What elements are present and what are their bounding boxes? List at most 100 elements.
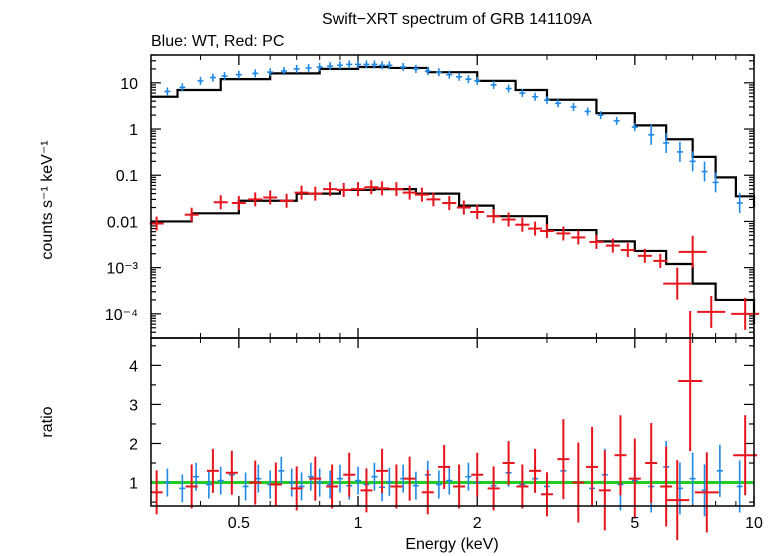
pc-ratio-point — [376, 448, 389, 493]
pc-data-point — [456, 200, 471, 215]
pc-data-point — [663, 267, 692, 300]
pc-data-point — [470, 205, 485, 220]
bottom-y-tick-label: 1 — [129, 476, 138, 493]
wt-data-point — [235, 70, 242, 79]
top-y-tick-label: 1 — [129, 122, 138, 139]
wt-data-point — [179, 83, 186, 92]
pc-data-point — [149, 216, 164, 231]
wt-data-point — [424, 67, 431, 76]
pc-ratio-point — [343, 452, 356, 497]
pc-data-point — [308, 186, 323, 201]
wt-data-point — [701, 161, 708, 182]
pc-ratio-point — [572, 442, 585, 523]
wt-data-point — [570, 102, 577, 111]
wt-data-point — [164, 87, 171, 96]
pc-ratio-point — [733, 415, 758, 496]
top-panel-frame — [150, 54, 755, 339]
pc-data-point — [653, 253, 668, 268]
wt-data-point — [252, 69, 259, 78]
pc-data-point — [620, 243, 635, 258]
pc-data-point — [279, 193, 294, 208]
wt-ratio-point — [217, 466, 224, 495]
top-spectrum-panel — [149, 54, 760, 339]
wt-data-point — [736, 193, 743, 214]
pc-data-point — [389, 182, 404, 197]
wt-ratio-point — [465, 462, 472, 491]
pc-ratio-point — [326, 464, 339, 509]
chart-subtitle: Blue: WT, Red: PC — [151, 33, 284, 50]
wt-data-point — [327, 62, 334, 71]
pc-data-point — [213, 195, 228, 210]
pc-ratio-point — [225, 450, 238, 495]
wt-data-point — [209, 73, 216, 82]
wt-ratio-point — [355, 466, 362, 495]
wt-data-point — [613, 116, 620, 125]
wt-data-point — [400, 62, 407, 71]
wt-data-point — [597, 111, 604, 120]
wt-data-point — [490, 80, 497, 89]
wt-data-point — [363, 60, 370, 69]
wt-data-point — [379, 61, 386, 70]
wt-ratio-point — [716, 444, 723, 497]
top-y-tick-label: 10⁻⁴ — [105, 307, 138, 324]
pc-data-point — [528, 221, 543, 236]
top-y-tick-label: 0.01 — [107, 214, 138, 231]
wt-ratio-point — [316, 468, 323, 497]
top-y-axis-label: counts s⁻¹ keV⁻¹ — [39, 140, 56, 259]
pc-model-line — [151, 188, 756, 325]
x-tick-label: 5 — [630, 515, 639, 532]
pc-data-point — [426, 192, 441, 207]
x-tick-label: 1 — [354, 515, 363, 532]
pc-data-point — [294, 185, 309, 200]
x-tick-label: 10 — [745, 515, 763, 532]
x-tick-label: 2 — [473, 515, 482, 532]
bottom-y-tick-label: 3 — [129, 397, 138, 414]
pc-data-point — [539, 224, 554, 239]
pc-data-point — [414, 187, 429, 202]
pc-ratio-point — [309, 456, 322, 501]
pc-ratio-point — [438, 444, 451, 489]
wt-ratio-point — [298, 472, 305, 501]
wt-data-point — [519, 89, 526, 98]
wt-ratio-point — [386, 467, 393, 496]
wt-data-point — [631, 123, 638, 132]
wt-ratio-point — [435, 470, 442, 499]
pc-ratio-point — [502, 441, 515, 486]
pc-data-point — [263, 190, 278, 205]
pc-data-point — [402, 185, 417, 200]
pc-ratio-point — [471, 452, 484, 497]
pc-data-point — [184, 207, 199, 222]
pc-data-point — [697, 295, 726, 328]
pc-data-point — [571, 230, 586, 245]
wt-data-point — [267, 68, 274, 77]
wt-data-point — [412, 64, 419, 73]
wt-data-point — [456, 72, 463, 81]
pc-data-point — [375, 181, 390, 196]
wt-ratio-point — [205, 470, 212, 499]
chart-title: Swift−XRT spectrum of GRB 141109A — [322, 11, 592, 28]
pc-data-point — [323, 182, 338, 197]
wt-data-point — [346, 60, 353, 69]
wt-ratio-point — [288, 468, 295, 497]
top-y-tick-label: 10 — [120, 76, 138, 93]
top-y-tick-labels: 10 1 0.1 0.01 10⁻³ 10⁻⁴ — [105, 76, 139, 324]
wt-data-point — [712, 172, 719, 193]
wt-ratio-point — [736, 460, 743, 513]
wt-data-point — [465, 75, 472, 84]
pc-data-point — [486, 209, 501, 224]
pc-data-point — [231, 196, 246, 211]
wt-data-point — [305, 63, 312, 72]
pc-data-point — [605, 238, 620, 253]
pc-data-point — [556, 226, 571, 241]
pc-data-point — [515, 217, 530, 232]
pc-ratio-point — [390, 464, 403, 509]
pc-ratio-point — [598, 450, 611, 531]
wt-data-point — [280, 67, 287, 76]
pc-data-point — [637, 248, 652, 263]
pc-ratio-point — [360, 468, 373, 513]
pc-ratio-point — [290, 466, 303, 511]
wt-ratio-point — [307, 462, 314, 491]
bottom-y-tick-label: 2 — [129, 436, 138, 453]
bottom-y-tick-label: 4 — [129, 358, 138, 375]
